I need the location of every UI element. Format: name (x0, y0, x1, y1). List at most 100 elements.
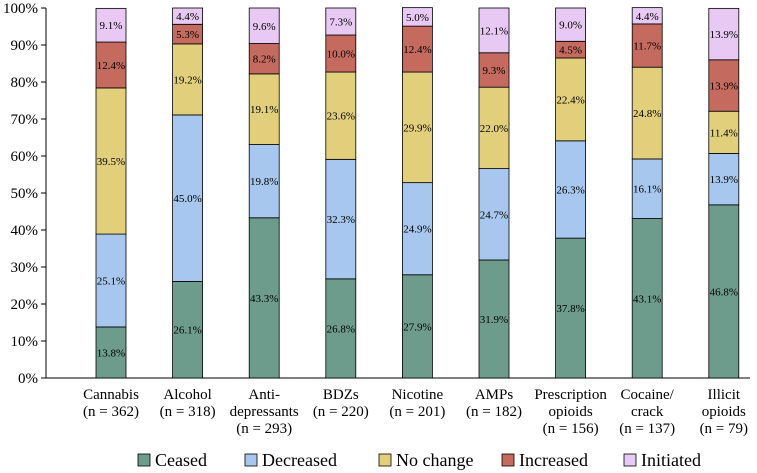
bars: 13.8% 25.1% 39.5% 12.4% 9.1% 26.1% 45.0% 19.2% 5… (95, 7, 740, 379)
bar-segment-initiated (95, 7, 127, 43)
category-label: (n = 137) (619, 421, 675, 437)
legend-label: Decreased (262, 450, 337, 470)
legend-swatch (137, 453, 151, 467)
bar-segment-initiated (401, 7, 433, 27)
bar-segment-increased (631, 23, 663, 68)
legend-label: No change (396, 450, 473, 470)
bar-segment-initiated (248, 7, 280, 44)
data-label: 24.8% (633, 108, 661, 120)
bar-segment-increased (95, 41, 127, 89)
bar-segment-no-change (95, 87, 127, 235)
y-tick-label: 20% (11, 297, 39, 313)
data-label: 32.3% (327, 214, 355, 226)
data-label: 13.8% (97, 347, 125, 359)
bar-segment-ceased (172, 281, 204, 379)
data-label: 12.4% (403, 44, 431, 56)
bar-segment-ceased (478, 259, 510, 379)
data-label: 26.8% (327, 323, 355, 335)
category-label: opioids (702, 404, 746, 420)
legend-swatch (501, 453, 515, 467)
bar-segment-initiated (478, 7, 510, 54)
bar-segment-ceased (631, 218, 663, 379)
category-label: (n = 362) (83, 404, 139, 420)
y-tick-label: 70% (11, 112, 39, 128)
bar-segment-ceased (325, 278, 357, 379)
y-tick-label: 30% (11, 260, 39, 276)
legend-label: Increased (519, 450, 588, 470)
bar-segment-increased (325, 34, 357, 73)
category-label: (n = 293) (236, 421, 292, 437)
category-label: Illicit (708, 387, 741, 403)
y-tick-label: 60% (11, 149, 39, 165)
bar-segment-decreased (555, 140, 586, 239)
data-label: 10.0% (327, 49, 355, 61)
category-label: Prescription (534, 387, 607, 403)
y-tick-label: 100% (3, 1, 38, 17)
data-label: 19.8% (250, 176, 278, 188)
bar-segment-initiated (325, 7, 357, 36)
data-label: 24.9% (403, 224, 431, 236)
category-label: opioids (549, 404, 593, 420)
bar-segment-initiated (631, 7, 663, 25)
data-label: 25.1% (97, 276, 125, 288)
legend-swatch (244, 453, 258, 467)
data-label: 9.6% (253, 21, 276, 33)
data-label: 5.3% (176, 29, 199, 41)
data-label: 9.0% (559, 20, 582, 32)
y-tick-label: 40% (11, 223, 39, 239)
data-label: 13.9% (710, 81, 738, 93)
data-label: 31.9% (480, 314, 508, 326)
data-label: 19.2% (173, 74, 201, 86)
data-label: 12.4% (97, 60, 125, 72)
legend-swatch (378, 453, 392, 467)
category-label: (n = 79) (700, 421, 748, 437)
data-label: 45.0% (173, 193, 201, 205)
category-label: BDZs (323, 387, 359, 403)
category-label: Cocaine/ (621, 387, 675, 403)
data-label: 22.0% (480, 123, 508, 135)
category-label: Alcohol (163, 387, 211, 403)
data-label: 37.8% (556, 303, 584, 315)
data-label: 43.3% (250, 293, 278, 305)
data-label: 7.3% (329, 17, 352, 29)
bar-segment-decreased (248, 144, 280, 219)
category-label: (n = 318) (160, 404, 216, 420)
category-label: Anti- (248, 387, 280, 403)
data-label: 4.4% (176, 11, 199, 23)
bar-segment-initiated (555, 7, 586, 42)
data-label: 4.4% (636, 11, 659, 23)
data-label: 29.9% (403, 122, 431, 134)
data-label: 13.9% (710, 29, 738, 41)
data-label: 19.1% (250, 104, 278, 116)
data-label: 16.1% (633, 184, 661, 196)
y-axis: 0% 10% 20% 30% 40% 50% 60% 70% 80% 90% 100% (3, 1, 750, 387)
y-tick-label: 90% (11, 38, 39, 54)
bar-segment-initiated (708, 7, 740, 61)
data-label: 13.9% (710, 174, 738, 186)
data-label: 8.2% (253, 54, 276, 66)
category-label: AMPs (475, 387, 514, 403)
data-label: 24.7% (480, 209, 508, 221)
category-label: Nicotine (392, 387, 444, 403)
bar-segment-ceased (248, 217, 280, 379)
data-label: 46.8% (710, 286, 738, 298)
data-label: 9.1% (100, 20, 123, 32)
y-tick-label: 10% (11, 334, 39, 350)
bar-segment-initiated (172, 7, 204, 25)
bar-segment-decreased (708, 153, 740, 206)
data-label: 12.1% (480, 25, 508, 37)
bar-segment-decreased (325, 158, 357, 280)
category-label: (n = 156) (543, 421, 599, 437)
bar-segment-ceased (555, 237, 586, 379)
category-label: (n = 182) (466, 404, 522, 420)
legend-label: Ceased (155, 450, 207, 470)
y-tick-label: 0% (18, 371, 38, 387)
bar-segment-decreased (478, 168, 510, 261)
data-label: 23.6% (327, 111, 355, 123)
category-label: Cannabis (83, 387, 139, 403)
data-label: 11.7% (633, 41, 661, 53)
bar-segment-no-change (248, 73, 280, 145)
data-label: 27.9% (403, 321, 431, 333)
data-label: 11.4% (710, 127, 738, 139)
